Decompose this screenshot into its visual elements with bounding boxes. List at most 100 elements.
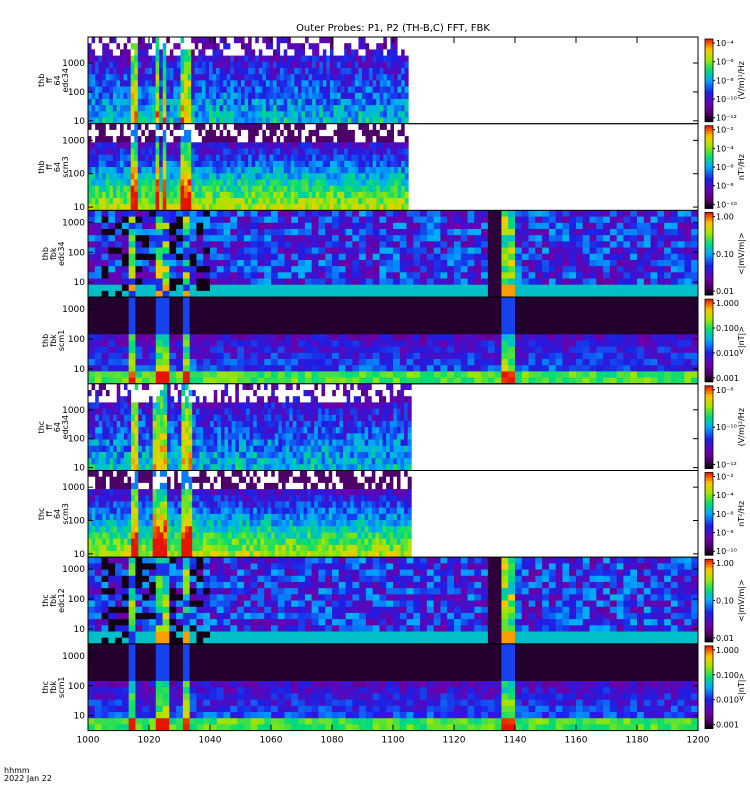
y-tick-label: 1000 [62,218,85,228]
y-label-line: ff [45,164,54,170]
colorbar-unit: <|nT|> [737,673,746,702]
colorbar-tick-label: 10⁻⁶ [716,58,734,67]
colorbar-tick-label: 0.010 [716,696,739,705]
colorbar-tick-label: 0.100 [716,671,739,680]
y-label-line: ff [45,424,54,430]
y-label-line: thc [41,681,50,694]
y-tick-label: 1000 [62,483,85,493]
y-axis-label: thb fbk edc34 [41,241,66,266]
y-label-line: thc [41,594,50,607]
panel-thb-fbk-edc34: 10 100 1000 thb fbk edc34 1.00 0.10 0.01 <|mV/m|> [41,209,746,298]
spectrogram-thc-ffp-64-scm3 [88,470,412,558]
figure-title: Outer Probes: P1, P2 (TH-B,C) FFT, FBK [296,23,490,34]
colorbar-thc-fbk-scm1: 1.000 0.100 0.010 0.001 <|nT|> [704,645,746,730]
colorbar-thc-fbk-edc12: 1.00 0.10 0.01 <|mV/m|> [704,558,746,643]
x-tick-label: 1180 [626,736,649,746]
y-tick-label: 100 [68,88,85,98]
colorbar-tick-label: 10⁻⁴ [716,39,734,48]
y-tick-label: 10 [74,278,86,288]
y-label-line: edc34 [61,415,70,440]
x-tick-label: 1100 [382,736,405,746]
y-label-line: fbk [49,247,58,260]
x-tick-label: 1000 [77,736,100,746]
colorbar-tick-label: 0.10 [716,597,734,606]
y-tick-label: 100 [68,517,85,527]
colorbar-tick-label: 1.00 [716,212,734,221]
colorbar-tick-label: 10⁻⁸ [716,76,734,85]
colorbar-tick-label: 0.100 [716,324,739,333]
y-axis-label: thb fbk scm1 [41,330,66,351]
colorbar-tick-label: 10⁻² [716,126,734,135]
y-tick-label: 100 [68,435,85,445]
panel-thc-fbk-scm1: 10 100 1000 thc fbk scm1 1.000 0.100 0.010 0.001 <… [41,643,746,732]
y-label-line: 64 [53,162,62,172]
y-tick-label: 1000 [62,406,85,416]
y-tick-label: 1000 [62,652,85,662]
x-tick-label: 1120 [443,736,466,746]
y-tick-label: 10 [74,365,86,375]
x-tick-label: 1080 [321,736,344,746]
spectrogram-thb-fbk-edc34 [88,210,699,298]
y-label-line: thb [37,74,46,87]
colorbar-thb-fbk-scm1: 1.000 0.100 0.010 0.001 <|nT|> [704,298,746,383]
colorbar-thc-ffp-64-edc34: 10⁻⁸ 10⁻¹⁰ 10⁻¹² (V/m)²/Hz [704,385,746,470]
y-label-line: scm1 [57,677,66,698]
y-axis-label: thc fbk edc12 [41,588,66,613]
y-label-line: thb [41,334,50,347]
y-tick-label: 10 [74,464,86,474]
y-label-line: edc34 [61,68,70,93]
y-label-line: fbk [49,681,58,694]
y-axis-label: thb ff 64 scm3 [37,156,70,177]
colorbar-tick-label: 10⁻⁸ [716,386,734,395]
y-label-line: fbk [49,594,58,607]
colorbar-tick-label: 10⁻⁸ [716,182,734,191]
y-label-line: edc34 [57,241,66,266]
colorbar-thb-fbk-edc34: 1.00 0.10 0.01 <|mV/m|> [704,211,746,296]
spectrogram-thc-fbk-scm1 [88,643,699,731]
colorbar-tick-label: 1.00 [716,559,734,568]
x-tick-label: 1020 [138,736,161,746]
colorbar-tick-label: 10⁻⁸ [716,529,734,538]
panel-thb-fbk-scm1: 10 100 1000 thb fbk scm1 1.000 0.100 0.010 0.001 <… [41,296,746,385]
y-label-line: scm3 [61,156,70,177]
y-label-line: 64 [53,509,62,519]
spectrogram-thc-fbk-edc12 [88,557,699,645]
y-tick-label: 100 [68,170,85,180]
time-axis: 1000 1020 1040 1060 1080 1100 1120 1140 1160 1180… [77,37,710,746]
y-label-line: thc [37,421,46,434]
y-tick-label: 10 [74,203,86,213]
colorbar-tick-label: 10⁻¹⁰ [716,423,737,432]
y-tick-label: 1000 [62,136,85,146]
y-axis-label: thc ff 64 scm3 [37,503,70,524]
y-axis-label: thc fbk scm1 [41,677,66,698]
colorbar-tick-label: 10⁻² [716,473,734,482]
colorbar-tick-label: 10⁻⁶ [716,510,734,519]
y-axis-label: thb ff 64 edc34 [37,68,70,93]
colorbar-tick-label: 0.10 [716,250,734,259]
colorbar-tick-label: 0.01 [716,634,734,643]
panel-thc-ffp-64-scm3: 10 100 1000 thc ff 64 scm3 10⁻² 10⁻⁴ 10⁻⁶ 10⁻⁸ 10⁻¹… [37,470,746,560]
colorbar-tick-label: 10⁻¹⁰ [716,95,737,104]
colorbar-unit: nT²/Hz [737,154,746,180]
y-tick-label: 100 [68,335,85,345]
spectrogram-thb-ffp-64-scm3 [88,123,409,211]
y-label-line: scm3 [61,503,70,524]
y-label-line: thc [37,508,46,521]
y-tick-label: 10 [74,117,86,127]
y-label-line: thb [41,247,50,260]
y-label-line: ff [45,77,54,83]
colorbar-tick-label: 1.000 [716,299,739,308]
colorbar-unit: <|nT|> [737,326,746,355]
x-tick-label: 1200 [687,736,710,746]
colorbar-unit: (V/m)²/Hz [737,408,746,446]
colorbar-tick-label: 1.000 [716,646,739,655]
colorbar-unit: <|mV/m|> [737,579,746,622]
spectrogram-thc-ffp-64-edc34 [88,383,412,471]
colorbar-thc-ffp-64-scm3: 10⁻² 10⁻⁴ 10⁻⁶ 10⁻⁸ 10⁻¹⁰ nT²/Hz [704,472,746,556]
y-label-line: scm1 [57,330,66,351]
y-tick-label: 100 [68,682,85,692]
time-axis-label: hhmm [4,766,30,775]
date-label: 2022 Jan 22 [4,774,52,783]
